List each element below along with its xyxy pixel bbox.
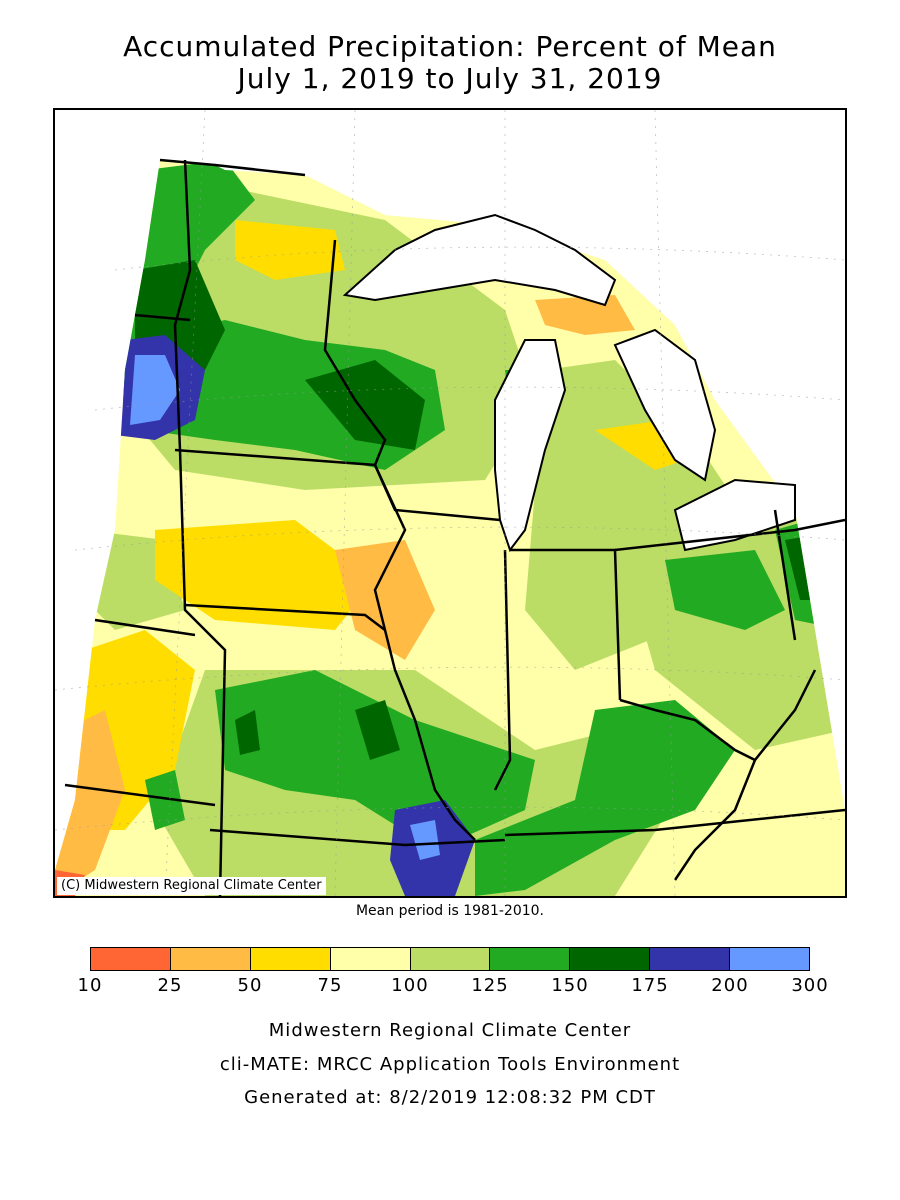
legend-tick-label: 25	[157, 975, 183, 996]
footer-org: Midwestern Regional Climate Center	[268, 1020, 632, 1041]
legend-swatch	[570, 948, 651, 970]
legend-tick-label: 125	[471, 975, 509, 996]
color-legend	[90, 947, 810, 971]
legend-swatch	[490, 948, 571, 970]
legend-tick-label: 50	[237, 975, 263, 996]
legend-tick-label: 10	[77, 975, 103, 996]
copyright-label: (C) Midwestern Regional Climate Center	[57, 877, 326, 895]
legend-swatch	[170, 948, 251, 970]
legend-ticks: 10 25 50 75 100 125 150 175 200 300	[78, 975, 828, 999]
legend-swatch	[330, 948, 411, 970]
legend-swatch	[250, 948, 331, 970]
footer-generated: Generated at: 8/2/2019 12:08:32 PM CDT	[244, 1087, 656, 1108]
mean-period-note: Mean period is 1981-2010.	[355, 903, 545, 919]
great-lakes	[342, 213, 796, 553]
legend-swatch	[91, 948, 171, 970]
precipitation-map: (C) Midwestern Regional Climate Center	[53, 108, 847, 898]
legend-tick-label: 75	[317, 975, 343, 996]
state-boundaries	[64, 158, 845, 896]
footer-tool: cli-MATE: MRCC Application Tools Environ…	[219, 1054, 681, 1075]
map-date-range: July 1, 2019 to July 31, 2019	[237, 62, 663, 95]
graticule	[55, 110, 845, 896]
legend-tick-label: 175	[631, 975, 669, 996]
legend-swatch	[410, 948, 491, 970]
legend-tick-label: 150	[551, 975, 589, 996]
map-title: Accumulated Precipitation: Percent of Me…	[123, 30, 777, 63]
map-canvas	[55, 110, 845, 896]
legend-tick-label: 300	[791, 975, 829, 996]
legend-swatch	[650, 948, 731, 970]
legend-swatch	[730, 948, 810, 970]
legend-tick-label: 200	[711, 975, 749, 996]
legend-tick-label: 100	[391, 975, 429, 996]
